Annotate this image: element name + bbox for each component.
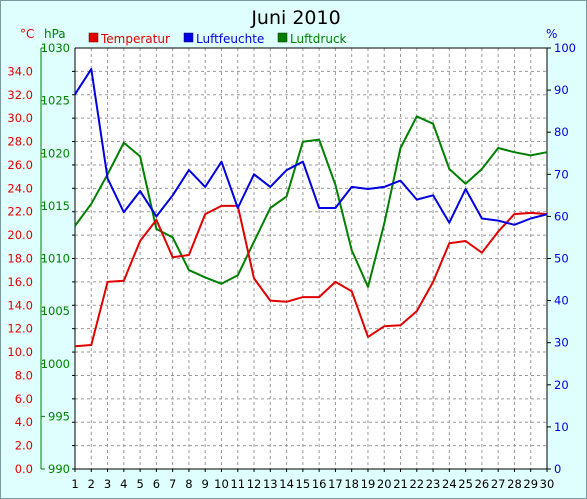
x-tick-label: 4 (120, 477, 127, 491)
x-tick-label: 25 (458, 477, 473, 491)
temp-tick-label: 22.0 (7, 205, 33, 219)
x-tick-label: 23 (426, 477, 441, 491)
temp-tick-label: 26.0 (7, 158, 33, 172)
x-tick-label: 24 (442, 477, 457, 491)
humidity-tick-label: 70 (554, 167, 569, 181)
humidity-tick-label: 80 (554, 125, 569, 139)
temp-tick-label: 0.0 (15, 462, 33, 476)
pressure-tick-label: 1010 (41, 252, 70, 266)
temp-tick-label: 16.0 (7, 275, 33, 289)
x-tick-label: 7 (169, 477, 176, 491)
x-tick-label: 2 (88, 477, 95, 491)
grid (75, 48, 547, 469)
x-tick-label: 6 (153, 477, 160, 491)
temp-unit-label: °C (20, 27, 34, 41)
x-tick-label: 8 (185, 477, 192, 491)
x-tick-label: 30 (540, 477, 555, 491)
temp-tick-label: 2.0 (15, 439, 33, 453)
pressure-tick-label: 1020 (41, 146, 70, 160)
pressure-tick-label: 1005 (41, 304, 70, 318)
pressure-tick-label: 1030 (41, 41, 70, 55)
x-tick-label: 17 (328, 477, 343, 491)
humidity-tick-label: 10 (554, 420, 569, 434)
temp-tick-label: 8.0 (15, 368, 33, 382)
x-tick-label: 28 (507, 477, 522, 491)
humidity-tick-label: 90 (554, 83, 569, 97)
x-tick-label: 11 (230, 477, 245, 491)
legend-label-luftfeuchte: Luftfeuchte (196, 32, 264, 46)
temp-tick-label: 34.0 (7, 64, 33, 78)
chart-title: Juni 2010 (250, 7, 340, 29)
x-tick-label: 10 (214, 477, 229, 491)
x-tick-label: 18 (344, 477, 359, 491)
series-line-luftfeuchte (74, 68, 548, 226)
humidity-tick-label: 40 (554, 294, 569, 308)
temp-tick-label: 20.0 (7, 228, 33, 242)
humidity-tick-label: 60 (554, 209, 569, 223)
x-tick-label: 1 (71, 477, 78, 491)
x-tick-label: 29 (523, 477, 538, 491)
temp-tick-label: 4.0 (15, 415, 33, 429)
x-tick-label: 19 (361, 477, 376, 491)
temp-tick-label: 18.0 (7, 252, 33, 266)
x-tick-label: 27 (491, 477, 506, 491)
x-tick-label: 5 (136, 477, 143, 491)
legend: Temperatur Luftfeuchte Luftdruck (88, 32, 347, 46)
series-lines (74, 68, 548, 348)
tick-labels: 0.0 2.0 4.0 6.0 8.0 10.0 12.0 14.0 16.0 18.0 20.0 2… (7, 41, 576, 491)
series-line-temperatur (74, 204, 548, 348)
x-tick-label: 26 (475, 477, 490, 491)
temp-tick-label: 24.0 (7, 181, 33, 195)
pressure-tick-label: 1000 (41, 357, 70, 371)
x-tick-label: 13 (263, 477, 278, 491)
x-tick-label: 15 (296, 477, 311, 491)
temp-tick-label: 6.0 (15, 392, 33, 406)
x-tick-label: 9 (202, 477, 209, 491)
temp-tick-label: 10.0 (7, 345, 33, 359)
pressure-tick-label: 990 (48, 462, 70, 476)
x-tick-label: 21 (393, 477, 408, 491)
pressure-unit-label: hPa (44, 27, 66, 41)
pressure-tick-label: 1015 (41, 199, 70, 213)
legend-swatch-luftfeuchte (183, 32, 194, 43)
humidity-tick-label: 100 (554, 41, 576, 55)
temp-tick-label: 32.0 (7, 88, 33, 102)
humidity-tick-label: 20 (554, 378, 569, 392)
legend-swatch-luftdruck (277, 32, 288, 43)
legend-label-luftdruck: Luftdruck (290, 32, 347, 46)
x-tick-label: 3 (104, 477, 111, 491)
x-tick-label: 20 (377, 477, 392, 491)
temp-tick-label: 12.0 (7, 322, 33, 336)
pressure-tick-label: 1025 (41, 94, 70, 108)
pressure-tick-label: 995 (48, 409, 70, 423)
series-line-luftdruck (74, 115, 548, 288)
temp-tick-label: 28.0 (7, 135, 33, 149)
temp-tick-label: 14.0 (7, 298, 33, 312)
humidity-unit-label: % (546, 27, 557, 41)
legend-swatch-temperatur (88, 32, 99, 43)
x-tick-label: 12 (247, 477, 262, 491)
humidity-tick-label: 50 (554, 252, 569, 266)
humidity-tick-label: 30 (554, 336, 569, 350)
legend-label-temperatur: Temperatur (100, 32, 170, 46)
temp-tick-label: 30.0 (7, 111, 33, 125)
humidity-tick-label: 0 (554, 462, 561, 476)
x-tick-label: 16 (312, 477, 327, 491)
x-tick-label: 22 (409, 477, 424, 491)
x-tick-label: 14 (279, 477, 294, 491)
